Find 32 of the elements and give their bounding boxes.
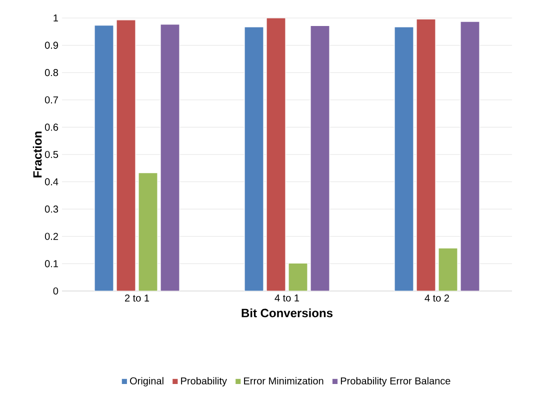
y-tick-label: 0.7 xyxy=(44,96,58,104)
bar xyxy=(138,172,158,291)
x-tick-label: 2 to 1 xyxy=(125,294,150,302)
legend-label: Probability xyxy=(181,377,227,386)
bar xyxy=(160,24,180,291)
bar xyxy=(310,25,330,291)
y-tick-label: 0.1 xyxy=(44,260,58,268)
bar xyxy=(438,248,458,291)
bar xyxy=(94,25,114,291)
bar xyxy=(460,21,480,291)
legend-label: Probability Error Balance xyxy=(340,377,450,386)
y-tick-label: 0.5 xyxy=(44,150,58,158)
y-tick-label: 0.6 xyxy=(44,124,58,131)
legend-label: Error Minimization xyxy=(244,377,324,384)
bar xyxy=(394,26,414,291)
y-tick-label: 0.8 xyxy=(44,69,58,76)
x-tick-label: 4 to 1 xyxy=(274,294,300,302)
bar xyxy=(416,18,436,291)
y-tick-label: 0.3 xyxy=(44,206,58,213)
bar xyxy=(116,20,136,291)
bar xyxy=(266,18,286,291)
legend-label: Original xyxy=(130,377,164,386)
bar xyxy=(244,26,264,291)
x-axis-title: Bit Conversions xyxy=(242,308,333,318)
y-tick-label: 0 xyxy=(53,287,58,295)
y-tick-label: 1 xyxy=(54,14,58,22)
y-tick-label: 0.9 xyxy=(44,42,58,49)
y-tick-label: 0.2 xyxy=(44,232,58,240)
bar xyxy=(288,262,308,291)
y-tick-label: 0.4 xyxy=(44,178,58,186)
x-tick-label: 4 to 2 xyxy=(424,294,450,302)
y-axis-title: Fraction xyxy=(32,132,42,178)
